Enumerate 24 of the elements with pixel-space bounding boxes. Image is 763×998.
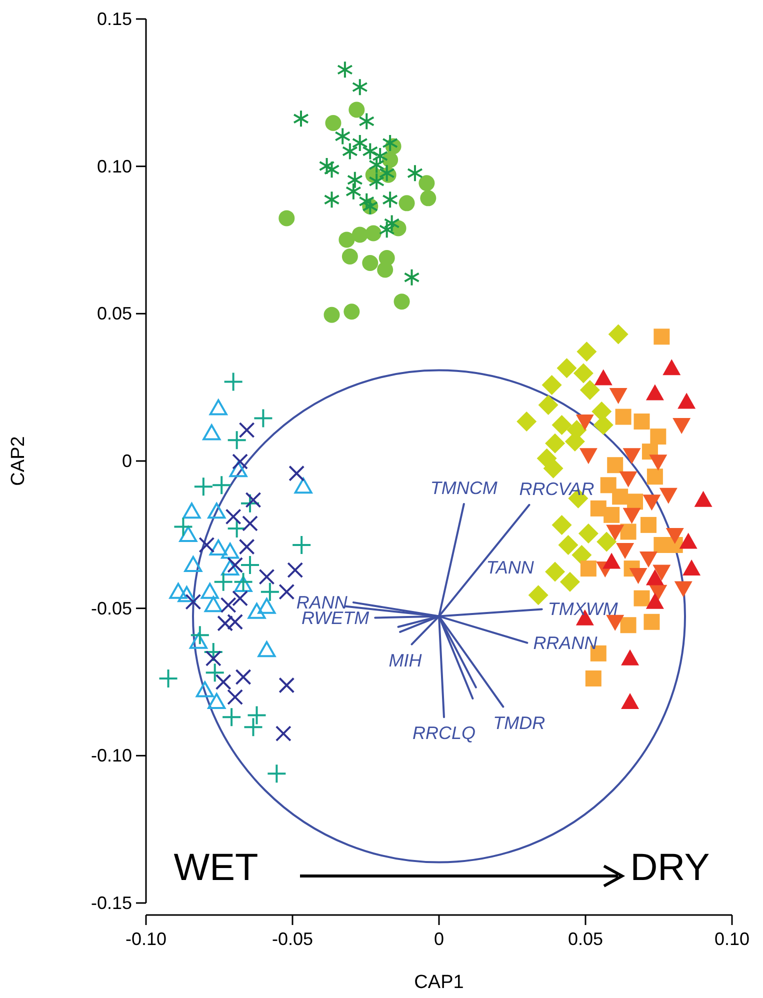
annotation: TMNCM bbox=[430, 478, 498, 498]
x-axis-title: CAP1 bbox=[414, 972, 464, 993]
annotation: TMXWM bbox=[548, 599, 618, 620]
annotation: RRCLQ bbox=[412, 723, 476, 744]
y-tick-label: 0.10 bbox=[96, 156, 132, 176]
y-tick-label: 0.15 bbox=[96, 9, 132, 29]
y-tick-label: -0.05 bbox=[90, 598, 132, 618]
annotation: TANN bbox=[486, 558, 535, 578]
y-tick-label: -0.10 bbox=[90, 746, 132, 766]
y-axis-title: CAP2 bbox=[8, 436, 29, 486]
y-tick-label: -0.15 bbox=[90, 893, 132, 913]
x-tick-label: 0.10 bbox=[714, 929, 750, 949]
y-tick-label: 0.05 bbox=[96, 304, 132, 324]
x-tick-label: -0.05 bbox=[272, 929, 314, 949]
annotation: MIH bbox=[388, 650, 423, 670]
y-tick-label: 0 bbox=[122, 451, 132, 471]
annotation: DRY bbox=[630, 847, 710, 889]
annotation: RRANN bbox=[533, 632, 598, 653]
annotation: TMDR bbox=[493, 712, 546, 733]
x-tick-label: -0.10 bbox=[125, 929, 167, 949]
annotation: WET bbox=[174, 847, 258, 889]
x-tick-label: 0.05 bbox=[568, 929, 604, 949]
x-tick-label: 0 bbox=[434, 929, 444, 949]
annotation: RRCVAR bbox=[519, 478, 594, 499]
